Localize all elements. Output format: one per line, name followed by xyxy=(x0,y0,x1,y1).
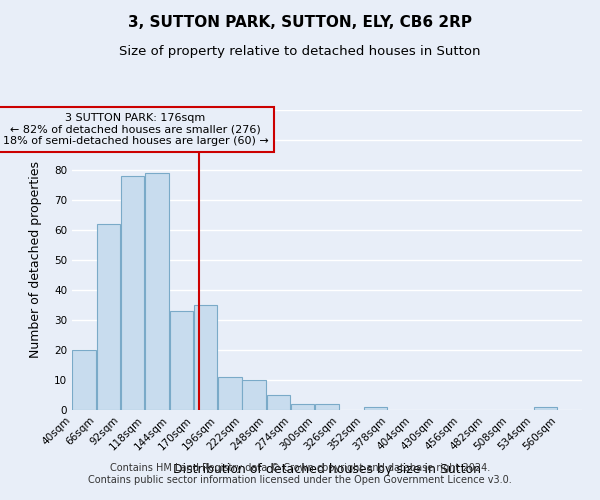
Bar xyxy=(170,311,193,410)
Bar xyxy=(121,176,145,410)
Text: 3, SUTTON PARK, SUTTON, ELY, CB6 2RP: 3, SUTTON PARK, SUTTON, ELY, CB6 2RP xyxy=(128,15,472,30)
Bar xyxy=(218,377,242,410)
Y-axis label: Number of detached properties: Number of detached properties xyxy=(29,162,42,358)
Bar xyxy=(97,224,120,410)
Bar xyxy=(291,404,314,410)
Text: Size of property relative to detached houses in Sutton: Size of property relative to detached ho… xyxy=(119,45,481,58)
Bar xyxy=(266,395,290,410)
Bar xyxy=(194,305,217,410)
Bar xyxy=(145,173,169,410)
Text: Contains HM Land Registry data © Crown copyright and database right 2024.
Contai: Contains HM Land Registry data © Crown c… xyxy=(88,464,512,485)
Bar xyxy=(315,404,339,410)
Bar xyxy=(534,407,557,410)
X-axis label: Distribution of detached houses by size in Sutton: Distribution of detached houses by size … xyxy=(173,463,481,476)
Bar xyxy=(364,407,388,410)
Text: 3 SUTTON PARK: 176sqm
← 82% of detached houses are smaller (276)
18% of semi-det: 3 SUTTON PARK: 176sqm ← 82% of detached … xyxy=(2,113,268,146)
Bar xyxy=(242,380,266,410)
Bar xyxy=(73,350,96,410)
